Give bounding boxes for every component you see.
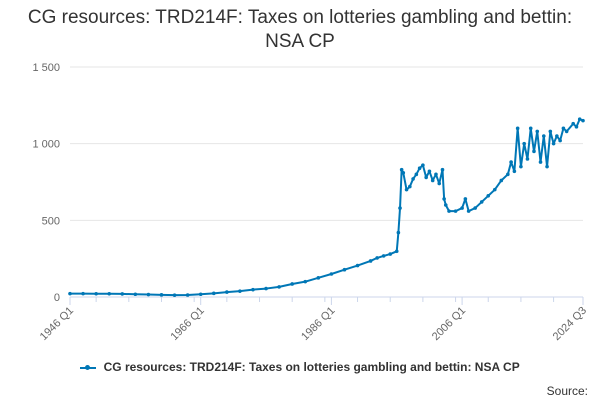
data-point[interactable] xyxy=(430,178,435,183)
data-point[interactable] xyxy=(404,187,409,192)
data-point[interactable] xyxy=(447,209,451,213)
data-point[interactable] xyxy=(398,206,402,210)
data-point[interactable] xyxy=(460,206,464,210)
y-tick-label: 1 500 xyxy=(32,62,60,74)
data-point[interactable] xyxy=(541,134,546,138)
data-point[interactable] xyxy=(581,118,585,123)
chart-title: CG resources: TRD214F: Taxes on lotterie… xyxy=(27,7,573,52)
data-point[interactable] xyxy=(414,172,419,177)
data-point[interactable] xyxy=(375,256,379,260)
data-point[interactable] xyxy=(525,157,530,161)
data-point[interactable] xyxy=(251,287,255,292)
data-point[interactable] xyxy=(198,292,203,297)
data-point[interactable] xyxy=(564,129,569,134)
legend[interactable]: CG resources: TRD214F: Taxes on lotterie… xyxy=(0,360,600,374)
data-point[interactable] xyxy=(290,282,294,286)
data-point[interactable] xyxy=(401,171,406,175)
data-point[interactable] xyxy=(303,279,308,284)
data-point[interactable] xyxy=(133,292,138,297)
data-point[interactable] xyxy=(479,200,484,204)
data-point[interactable] xyxy=(427,169,432,174)
y-tick-label: 0 xyxy=(54,292,60,304)
data-point[interactable] xyxy=(442,197,446,201)
data-point[interactable] xyxy=(506,172,510,177)
data-point[interactable] xyxy=(538,160,543,164)
x-tick-label: 1966 Q1 xyxy=(168,305,206,343)
grid-lines xyxy=(70,66,583,221)
data-point[interactable] xyxy=(522,141,526,146)
data-point[interactable] xyxy=(535,129,540,134)
data-point[interactable] xyxy=(558,138,562,143)
data-point[interactable] xyxy=(159,293,164,297)
data-point[interactable] xyxy=(492,187,497,192)
data-point[interactable] xyxy=(421,163,425,167)
source-label: Source: xyxy=(546,384,588,398)
data-point[interactable] xyxy=(120,292,125,296)
data-point[interactable] xyxy=(555,134,559,138)
data-point[interactable] xyxy=(381,254,386,258)
data-point[interactable] xyxy=(329,272,334,276)
y-tick-label: 500 xyxy=(42,215,60,227)
data-point[interactable] xyxy=(512,169,517,174)
data-point[interactable] xyxy=(355,263,360,268)
data-point[interactable] xyxy=(388,252,393,256)
data-point[interactable] xyxy=(509,160,513,164)
data-point[interactable] xyxy=(399,167,404,172)
data-point[interactable] xyxy=(571,121,575,126)
series-path[interactable] xyxy=(70,118,584,297)
data-point[interactable] xyxy=(185,293,190,297)
data-point[interactable] xyxy=(396,230,401,235)
data-point[interactable] xyxy=(264,286,268,291)
data-point[interactable] xyxy=(211,291,216,296)
data-point[interactable] xyxy=(532,149,536,154)
data-point[interactable] xyxy=(574,125,579,129)
legend-label[interactable]: CG resources: TRD214F: Taxes on lotterie… xyxy=(103,360,520,374)
data-point[interactable] xyxy=(528,126,533,131)
data-point[interactable] xyxy=(453,209,458,213)
data-point[interactable] xyxy=(417,166,422,170)
data-point[interactable] xyxy=(316,276,321,280)
data-point[interactable] xyxy=(172,293,177,297)
data-point[interactable] xyxy=(561,126,566,131)
series-markers[interactable] xyxy=(68,117,585,297)
x-tick-label: 2006 Q1 xyxy=(430,305,468,343)
data-point[interactable] xyxy=(146,292,151,297)
data-point[interactable] xyxy=(440,167,445,172)
data-point[interactable] xyxy=(394,249,399,254)
data-point[interactable] xyxy=(486,194,491,198)
x-tick-label: 2024 Q3 xyxy=(551,305,589,343)
axes: 0 500 1 000 1 500 1946 Q1 1966 Q1 1986 Q1 2006 … xyxy=(32,62,589,343)
data-point[interactable] xyxy=(437,181,442,186)
data-point[interactable] xyxy=(466,209,471,213)
data-point[interactable] xyxy=(515,126,520,131)
data-point[interactable] xyxy=(424,175,428,180)
data-point[interactable] xyxy=(368,259,373,263)
data-point[interactable] xyxy=(411,177,415,181)
data-point[interactable] xyxy=(225,290,229,294)
data-point[interactable] xyxy=(277,285,281,289)
data-point[interactable] xyxy=(463,197,468,201)
data-point[interactable] xyxy=(68,291,72,296)
y-tick-label: 1 000 xyxy=(32,139,60,151)
data-point[interactable] xyxy=(548,129,553,134)
data-point[interactable] xyxy=(499,178,504,183)
data-point[interactable] xyxy=(473,206,477,210)
data-point[interactable] xyxy=(238,289,242,293)
data-point[interactable] xyxy=(577,117,582,121)
series-line[interactable] xyxy=(70,118,584,297)
x-tick-label: 1986 Q1 xyxy=(299,305,337,343)
x-tick-label: 1946 Q1 xyxy=(38,305,76,343)
data-point[interactable] xyxy=(545,164,549,169)
data-point[interactable] xyxy=(342,267,347,272)
data-point[interactable] xyxy=(519,164,523,169)
data-point[interactable] xyxy=(408,184,412,189)
data-point[interactable] xyxy=(107,291,112,296)
data-point[interactable] xyxy=(94,291,98,296)
data-point[interactable] xyxy=(443,203,448,207)
data-point[interactable] xyxy=(81,291,85,296)
data-point[interactable] xyxy=(434,172,438,177)
data-point[interactable] xyxy=(551,141,556,146)
legend-swatch-icon xyxy=(80,364,97,370)
